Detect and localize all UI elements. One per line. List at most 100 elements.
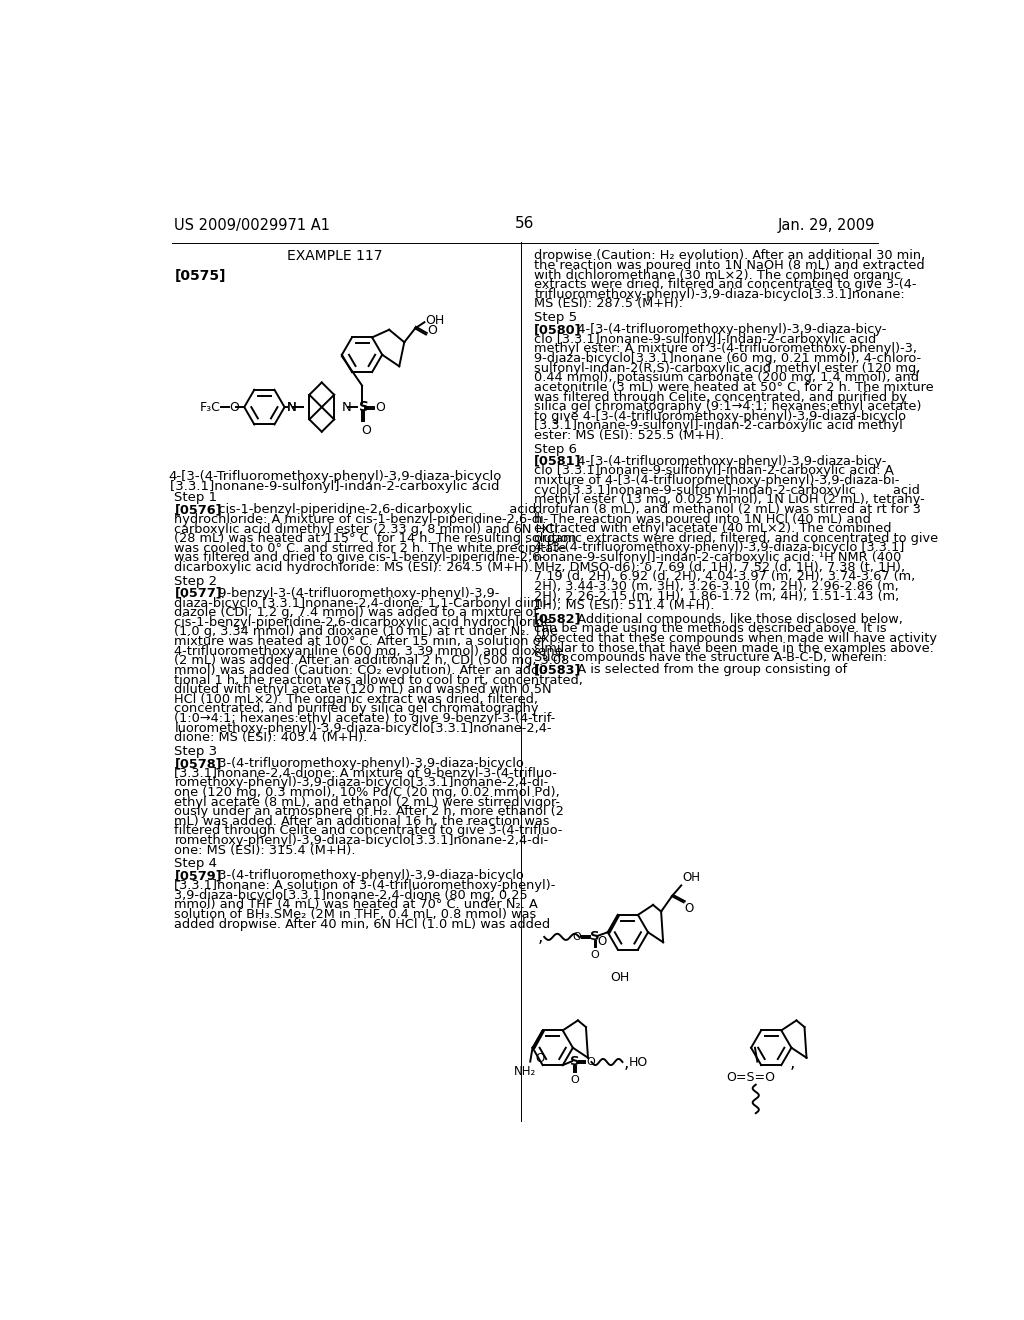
- Text: methyl ester: A mixture of 3-(4-trifluoromethoxy-phenyl)-3,: methyl ester: A mixture of 3-(4-trifluor…: [535, 342, 918, 355]
- Text: N: N: [287, 400, 297, 413]
- Text: O: O: [598, 935, 607, 948]
- Text: [0578]: [0578]: [174, 758, 222, 770]
- Text: OH: OH: [425, 314, 444, 327]
- Text: cis-1-benzyl-piperidine-2,6-dicarboxylic         acid: cis-1-benzyl-piperidine-2,6-dicarboxylic…: [206, 503, 536, 516]
- Text: O: O: [590, 950, 599, 960]
- Text: 3-(4-trifluoromethoxy-phenyl)-3,9-diaza-bicyclo: 3-(4-trifluoromethoxy-phenyl)-3,9-diaza-…: [206, 870, 523, 883]
- Text: to give 4-[3-(4-trifluoromethoxy-phenyl)-3,9-diaza-bicyclo: to give 4-[3-(4-trifluoromethoxy-phenyl)…: [535, 409, 906, 422]
- Text: O: O: [572, 932, 582, 942]
- Text: drofuran (8 mL), and methanol (2 mL) was stirred at rt for 3: drofuran (8 mL), and methanol (2 mL) was…: [535, 503, 921, 516]
- Text: h. The reaction was poured into 1N HCl (40 mL) and: h. The reaction was poured into 1N HCl (…: [535, 512, 871, 525]
- Text: luoromethoxy-phenyl)-3,9-diaza-bicyclo[3.3.1]nonane-2,4-: luoromethoxy-phenyl)-3,9-diaza-bicyclo[3…: [174, 722, 552, 735]
- Text: one: MS (ESI): 315.4 (M+H).: one: MS (ESI): 315.4 (M+H).: [174, 843, 356, 857]
- Text: (1.0 g, 3.34 mmol) and dioxane (10 mL) at rt under N₂. The: (1.0 g, 3.34 mmol) and dioxane (10 mL) a…: [174, 626, 558, 639]
- Text: concentrated, and purified by silica gel chromatography: concentrated, and purified by silica gel…: [174, 702, 539, 715]
- Text: 4-[3-(4-trifluoromethoxy-phenyl)-3,9-diaza-bicyclo [3.3.1]: 4-[3-(4-trifluoromethoxy-phenyl)-3,9-dia…: [535, 541, 904, 554]
- Text: ethyl acetate (8 mL), and ethanol (2 mL) were stirred vigor-: ethyl acetate (8 mL), and ethanol (2 mL)…: [174, 796, 560, 809]
- Text: [0576]: [0576]: [174, 503, 222, 516]
- Text: 9-benzyl-3-(4-trifluoromethoxy-phenyl)-3,9-: 9-benzyl-3-(4-trifluoromethoxy-phenyl)-3…: [206, 587, 499, 599]
- Text: [0577]: [0577]: [174, 587, 222, 599]
- Text: Step 2: Step 2: [174, 574, 218, 587]
- Text: [0581]: [0581]: [535, 455, 582, 467]
- Text: tional 1 h, the reaction was allowed to cool to rt, concentrated,: tional 1 h, the reaction was allowed to …: [174, 673, 584, 686]
- Text: EXAMPLE 117: EXAMPLE 117: [287, 249, 383, 263]
- Text: clo [3.3.1]nonane-9-sulfonyl]-indan-2-carboxylic acid: clo [3.3.1]nonane-9-sulfonyl]-indan-2-ca…: [535, 333, 877, 346]
- Text: O: O: [375, 401, 385, 414]
- Text: 9-diaza-bicyclo[3.3.1]nonane (60 mg, 0.21 mmol), 4-chloro-: 9-diaza-bicyclo[3.3.1]nonane (60 mg, 0.2…: [535, 352, 922, 366]
- Text: cyclo[3.3.1]nonane-9-sulfonyl]-indan-2-carboxylic         acid: cyclo[3.3.1]nonane-9-sulfonyl]-indan-2-c…: [535, 483, 920, 496]
- Text: [3.3.1]nonane-2,4-dione: A mixture of 9-benzyl-3-(4-trifluo-: [3.3.1]nonane-2,4-dione: A mixture of 9-…: [174, 767, 557, 780]
- Text: 7.19 (d, 2H), 6.92 (d, 2H), 4.04-3.97 (m, 2H), 3.74-3.67 (m,: 7.19 (d, 2H), 6.92 (d, 2H), 4.04-3.97 (m…: [535, 570, 915, 583]
- Text: S: S: [590, 929, 599, 942]
- Text: 0.44 mmol), potassium carbonate (200 mg, 1.4 mmol), and: 0.44 mmol), potassium carbonate (200 mg,…: [535, 371, 920, 384]
- Text: A is selected from the group consisting of: A is selected from the group consisting …: [565, 663, 847, 676]
- Text: (28 mL) was heated at 115° C. for 14 h. The resulting solution: (28 mL) was heated at 115° C. for 14 h. …: [174, 532, 577, 545]
- Text: ,: ,: [790, 1055, 796, 1072]
- Text: solution of BH₃.SMe₂ (2M in THF, 0.4 mL, 0.8 mmol) was: solution of BH₃.SMe₂ (2M in THF, 0.4 mL,…: [174, 908, 537, 921]
- Text: N: N: [287, 400, 297, 413]
- Text: carboxylic acid dimethyl ester (2.33 g, 8 mmol) and 6N HCl: carboxylic acid dimethyl ester (2.33 g, …: [174, 523, 558, 536]
- Text: 2H), 3.44-3.30 (m, 3H), 3.26-3.10 (m, 2H), 2.96-2.86 (m,: 2H), 3.44-3.30 (m, 3H), 3.26-3.10 (m, 2H…: [535, 579, 899, 593]
- Text: Step 6: Step 6: [535, 442, 578, 455]
- Text: [0582]: [0582]: [535, 612, 582, 626]
- Text: [3.3.1]nonane-9-sulfonyl]-indan-2-carboxylic acid: [3.3.1]nonane-9-sulfonyl]-indan-2-carbox…: [170, 480, 500, 494]
- Text: N: N: [342, 400, 351, 413]
- Text: MS (ESI): 287.5 (M+H).: MS (ESI): 287.5 (M+H).: [535, 297, 683, 310]
- Text: O: O: [570, 1074, 579, 1085]
- Text: O: O: [229, 400, 240, 413]
- Text: OH: OH: [610, 970, 630, 983]
- Text: romethoxy-phenyl)-3,9-diaza-bicyclo[3.3.1]nonane-2,4-di-: romethoxy-phenyl)-3,9-diaza-bicyclo[3.3.…: [174, 776, 549, 789]
- Text: dione: MS (ESI): 405.4 (M+H).: dione: MS (ESI): 405.4 (M+H).: [174, 731, 368, 744]
- Text: (2 mL) was added. After an additional 2 h, CDI (500 mg, 3.08: (2 mL) was added. After an additional 2 …: [174, 655, 569, 668]
- Text: mixture was heated at 100° C. After 15 min, a solution of: mixture was heated at 100° C. After 15 m…: [174, 635, 546, 648]
- Text: 4-[3-(4-trifluoromethoxy-phenyl)-3,9-diaza-bicy-: 4-[3-(4-trifluoromethoxy-phenyl)-3,9-dia…: [565, 323, 887, 337]
- Text: organic extracts were dried, filtered, and concentrated to give: organic extracts were dried, filtered, a…: [535, 532, 938, 545]
- Text: romethoxy-phenyl)-3,9-diaza-bicyclo[3.3.1]nonane-2,4-di-: romethoxy-phenyl)-3,9-diaza-bicyclo[3.3.…: [174, 834, 549, 847]
- Text: S: S: [359, 400, 369, 414]
- Text: mixture of 4-[3-(4-trifluoromethoxy-phenyl)-3,9-diaza-bi-: mixture of 4-[3-(4-trifluoromethoxy-phen…: [535, 474, 899, 487]
- Text: 4-[3-(4-Trifluoromethoxy-phenyl)-3,9-diaza-bicyclo: 4-[3-(4-Trifluoromethoxy-phenyl)-3,9-dia…: [168, 470, 502, 483]
- Text: Jan. 29, 2009: Jan. 29, 2009: [777, 218, 876, 234]
- Text: expected that these compounds when made will have activity: expected that these compounds when made …: [535, 632, 937, 645]
- Text: one (120 mg, 0.3 mmol), 10% Pd/C (20 mg, 0.02 mmol Pd),: one (120 mg, 0.3 mmol), 10% Pd/C (20 mg,…: [174, 785, 560, 799]
- Text: 2H), 2.26-2.15 (m, 1H), 1.86-1.72 (m, 4H), 1.51-1.43 (m,: 2H), 2.26-2.15 (m, 1H), 1.86-1.72 (m, 4H…: [535, 590, 899, 603]
- Text: MHz, DMSO-d6): δ 7.69 (d, 1H), 7.52 (d, 1H), 7.38 (t, 1H),: MHz, DMSO-d6): δ 7.69 (d, 1H), 7.52 (d, …: [535, 561, 905, 574]
- Text: [0583]: [0583]: [535, 663, 582, 676]
- Text: ,: ,: [538, 928, 543, 946]
- Text: [3.3.1]nonane: A solution of 3-(4-trifluoromethoxy-phenyl)-: [3.3.1]nonane: A solution of 3-(4-triflu…: [174, 879, 556, 892]
- Text: clo [3.3.1]nonane-9-sulfonyl]-indan-2-carboxylic acid: A: clo [3.3.1]nonane-9-sulfonyl]-indan-2-ca…: [535, 465, 894, 478]
- Text: HCl (100 mL×2). The organic extract was dried, filtered,: HCl (100 mL×2). The organic extract was …: [174, 693, 539, 706]
- Text: Step 3: Step 3: [174, 744, 218, 758]
- Text: Step 4: Step 4: [174, 857, 217, 870]
- Text: with dichloromethane (30 mL×2). The combined organic: with dichloromethane (30 mL×2). The comb…: [535, 268, 901, 281]
- Text: S: S: [569, 1055, 580, 1068]
- Text: diluted with ethyl acetate (120 mL) and washed with 0.5N: diluted with ethyl acetate (120 mL) and …: [174, 684, 552, 696]
- Text: mmol) was added (Caution: CO₂ evolution). After an addi-: mmol) was added (Caution: CO₂ evolution)…: [174, 664, 548, 677]
- Text: O=S=O: O=S=O: [727, 1071, 775, 1084]
- Text: similar to those that have been made in the examples above.: similar to those that have been made in …: [535, 642, 934, 655]
- Text: ,: ,: [624, 1053, 630, 1072]
- Text: was filtered through Celite, concentrated, and purified by: was filtered through Celite, concentrate…: [535, 391, 907, 404]
- Text: dazole (CDI; 1.2 g, 7.4 mmol) was added to a mixture of: dazole (CDI; 1.2 g, 7.4 mmol) was added …: [174, 606, 539, 619]
- Text: [0579]: [0579]: [174, 870, 222, 883]
- Text: cis-1-benzyl-piperidine-2,6-dicarboxylic acid hydrochloride: cis-1-benzyl-piperidine-2,6-dicarboxylic…: [174, 615, 553, 628]
- Text: [0580]: [0580]: [535, 323, 582, 337]
- Text: Step 5: Step 5: [535, 312, 578, 323]
- Text: can be made using the methods described above. It is: can be made using the methods described …: [535, 622, 887, 635]
- Text: O: O: [684, 902, 693, 915]
- Text: NH₂: NH₂: [514, 1065, 536, 1077]
- Text: methyl ester (13 mg, 0.025 mmol), 1N LiOH (2 mL), tetrahy-: methyl ester (13 mg, 0.025 mmol), 1N LiO…: [535, 494, 925, 507]
- Text: nonane-9-sulfonyl]-indan-2-carboxylic acid: ¹H NMR (400: nonane-9-sulfonyl]-indan-2-carboxylic ac…: [535, 552, 901, 564]
- Text: ously under an atmosphere of H₂. After 2 h, more ethanol (2: ously under an atmosphere of H₂. After 2…: [174, 805, 564, 818]
- Text: was cooled to 0° C. and stirred for 2 h. The white precipitate: was cooled to 0° C. and stirred for 2 h.…: [174, 543, 566, 554]
- Text: filtered through Celite and concentrated to give 3-(4-trifluo-: filtered through Celite and concentrated…: [174, 825, 563, 837]
- Text: O: O: [586, 1057, 595, 1067]
- Text: (1:0→4:1; hexanes:ethyl acetate) to give 9-benzyl-3-(4-trif-: (1:0→4:1; hexanes:ethyl acetate) to give…: [174, 711, 556, 725]
- Text: mL) was added. After an additional 16 h, the reaction was: mL) was added. After an additional 16 h,…: [174, 814, 550, 828]
- Text: 4-[3-(4-trifluoromethoxy-phenyl)-3,9-diaza-bicy-: 4-[3-(4-trifluoromethoxy-phenyl)-3,9-dia…: [565, 455, 887, 467]
- Text: was filtered and dried to give cis-1-benzyl-piperidine-2,6-: was filtered and dried to give cis-1-ben…: [174, 552, 546, 565]
- Text: Step 1: Step 1: [174, 491, 218, 504]
- Text: US 2009/0029971 A1: US 2009/0029971 A1: [174, 218, 331, 234]
- Text: 3-(4-trifluoromethoxy-phenyl)-3,9-diaza-bicyclo: 3-(4-trifluoromethoxy-phenyl)-3,9-diaza-…: [206, 758, 523, 770]
- Text: O: O: [427, 325, 436, 337]
